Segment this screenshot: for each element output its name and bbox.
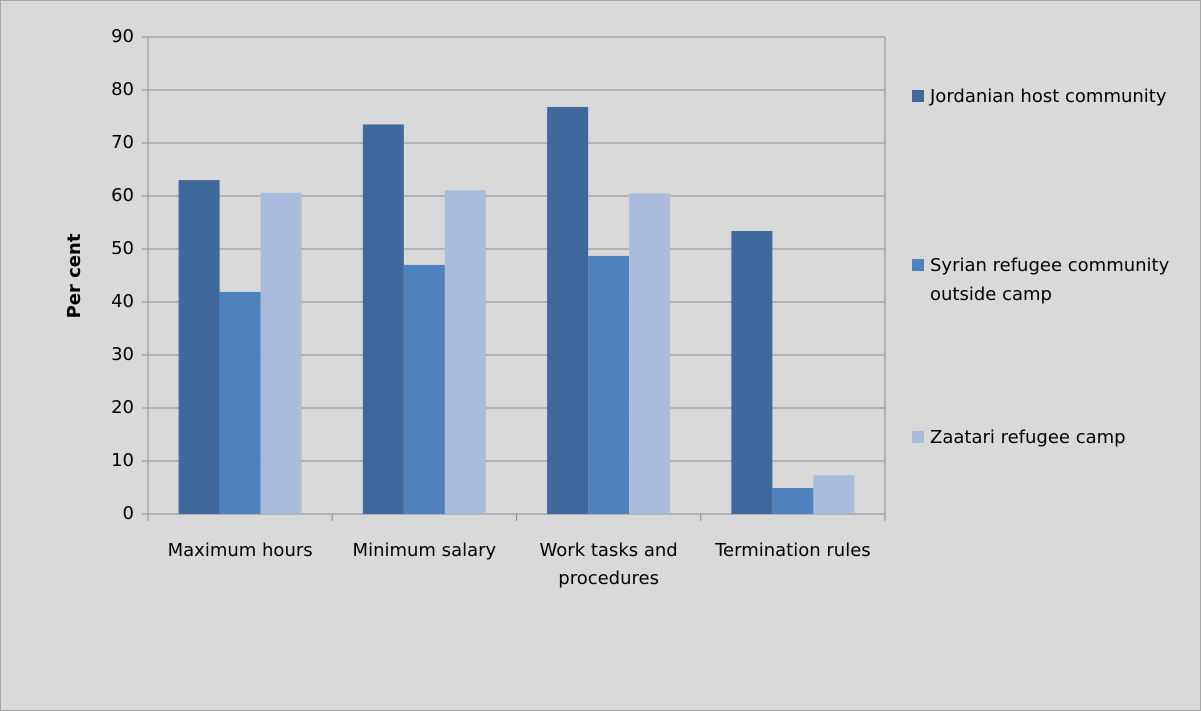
legend-swatch <box>912 259 924 271</box>
legend-swatch <box>912 431 924 443</box>
legend-swatch <box>912 90 924 102</box>
legend-item: Jordanian host community <box>912 82 1182 111</box>
y-tick-label: 10 <box>111 450 134 471</box>
bar <box>588 255 630 514</box>
legend-item: Zaatari refugee camp <box>912 423 1182 452</box>
bar <box>362 124 404 514</box>
y-tick-label: 20 <box>111 397 134 418</box>
y-tick-label: 90 <box>111 26 134 47</box>
bar <box>772 488 814 514</box>
y-tick-label: 30 <box>111 344 134 365</box>
bar <box>444 190 486 515</box>
legend-item: Syrian refugee community outside camp <box>912 251 1182 309</box>
y-tick-label: 50 <box>111 238 134 259</box>
x-tick-label: Termination rules <box>715 540 871 561</box>
y-tick-label: 40 <box>111 291 134 312</box>
y-tick-label: 70 <box>111 132 134 153</box>
bar <box>731 230 773 515</box>
x-tick-label: Minimum salary <box>352 540 497 561</box>
bar <box>219 291 261 514</box>
legend-label: Jordanian host community <box>930 86 1167 107</box>
y-tick-label: 0 <box>123 503 134 524</box>
bar <box>629 193 671 514</box>
legend-label: Zaatari refugee camp <box>930 427 1126 448</box>
bar <box>547 106 589 515</box>
x-tick-label: Maximum hours <box>167 540 313 561</box>
y-tick-label: 60 <box>111 185 134 206</box>
bar <box>260 192 302 514</box>
bar <box>813 475 855 514</box>
y-tick-label: 80 <box>111 79 134 100</box>
bar <box>403 264 445 514</box>
x-tick-label: Work tasks and procedures <box>539 540 678 589</box>
legend-label: Syrian refugee community outside camp <box>930 255 1170 305</box>
bar <box>178 180 220 514</box>
y-axis-title: Per cent <box>64 233 85 318</box>
